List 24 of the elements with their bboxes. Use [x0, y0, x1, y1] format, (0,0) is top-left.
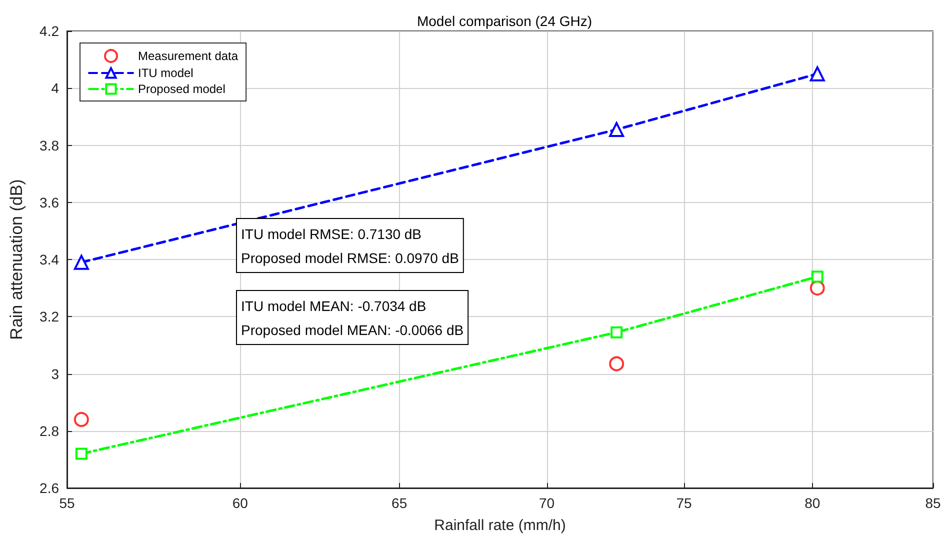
legend-label: Measurement data — [138, 49, 238, 63]
y-axis-title: Rain attenuation (dB) — [7, 179, 26, 340]
annotation: ITU model MEAN: -0.7034 dB Proposed model MEAN: -0.0066 dB — [241, 298, 464, 338]
x-tick-label: 55 — [59, 495, 75, 511]
x-tick-label: 70 — [538, 495, 555, 511]
y-tick-label: 4.2 — [40, 23, 60, 39]
y-tick-label: 3.2 — [40, 308, 60, 325]
x-axis-title: Rainfall rate (mm/h) — [434, 517, 566, 534]
annotation: ITU model RMSE: 0.7130 dB Proposed model RMSE: 0.0970 dB — [241, 226, 459, 266]
legend-label: ITU model — [138, 66, 194, 80]
x-tick-label: 80 — [804, 495, 820, 511]
y-tick-label: 4 — [51, 80, 60, 96]
y-tick-label: 3.6 — [40, 194, 60, 210]
chart-title: Model comparison (24 GHz) — [416, 13, 592, 29]
y-tick-label: 3 — [51, 366, 60, 382]
y-tick-label: 2.6 — [40, 480, 60, 496]
x-tick-label: 75 — [676, 495, 692, 511]
legend-label: Proposed model — [138, 82, 226, 96]
x-tick-label: 85 — [925, 495, 941, 511]
x-tick-label: 65 — [392, 495, 408, 511]
y-tick-label: 3.4 — [40, 252, 60, 268]
y-tick-label: 3.8 — [40, 137, 60, 154]
x-tick-label: 60 — [232, 495, 248, 511]
y-tick-label: 2.8 — [40, 422, 60, 439]
